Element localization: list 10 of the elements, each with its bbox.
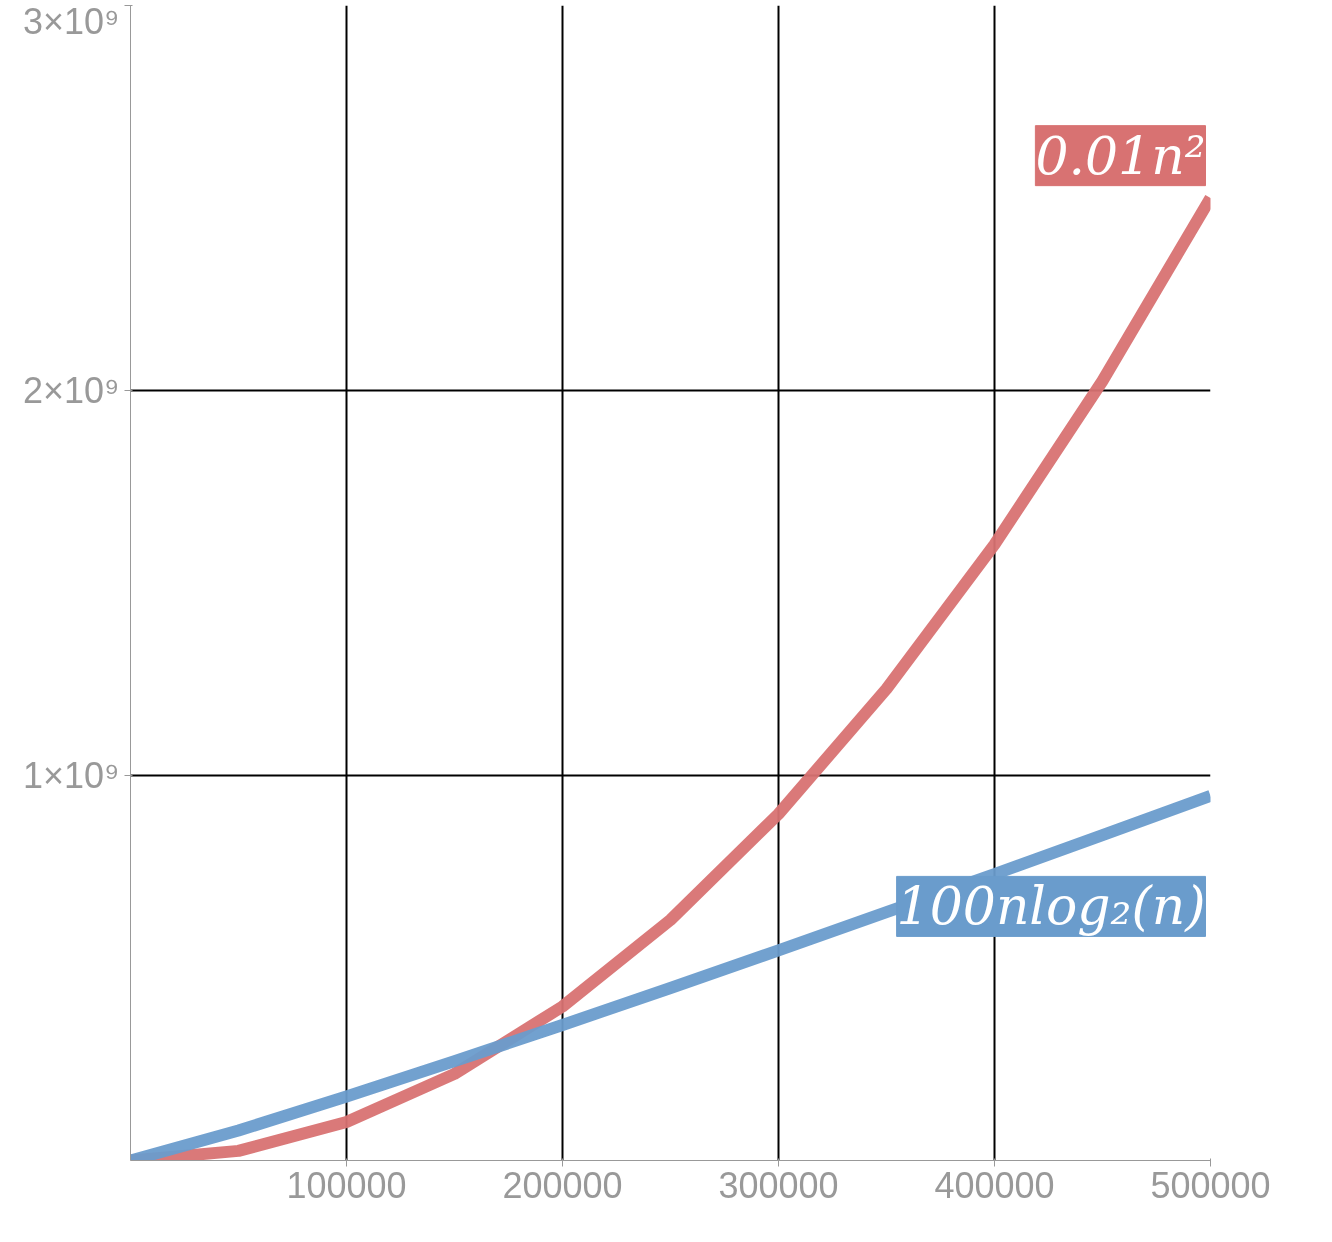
- x-tick-label: 500000: [1150, 1164, 1271, 1206]
- x-tick-label: 400000: [934, 1164, 1055, 1206]
- series-label: 100nlog₂(n): [896, 876, 1206, 937]
- y-tick-label: 3×10⁹: [23, 0, 120, 42]
- x-tick-label: 100000: [286, 1164, 407, 1206]
- x-tick-label: 200000: [502, 1164, 623, 1206]
- x-tick-label: 300000: [718, 1164, 839, 1206]
- y-tick-label: 2×10⁹: [23, 370, 120, 411]
- y-tick-label: 1×10⁹: [23, 755, 120, 796]
- series-label: 0.01n²: [1035, 125, 1206, 186]
